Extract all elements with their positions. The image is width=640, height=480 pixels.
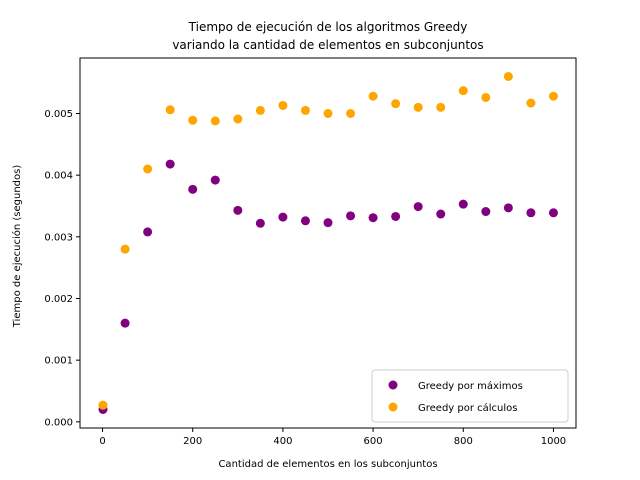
data-point [481,207,491,217]
data-point [526,208,536,218]
data-point [368,91,378,101]
data-point [165,159,175,169]
data-point [346,109,356,118]
x-tick-label: 800 [454,436,473,447]
data-point [210,175,220,185]
data-point [458,199,468,209]
data-point [233,114,243,124]
data-point [233,205,243,215]
y-axis-ticks: 0.000 0.001 0.002 0.003 0.004 0.005 [44,109,80,428]
y-tick-label: 0.002 [44,294,73,305]
legend-box [371,369,569,423]
data-point [255,218,265,228]
plot-area [79,57,577,429]
data-point [278,100,288,110]
x-tick-label: 200 [183,436,202,447]
data-point [413,202,423,212]
data-point [391,211,401,221]
data-point [481,92,491,102]
x-tick-label: 1000 [541,436,566,447]
series-calculos [98,72,558,410]
data-point [391,99,401,109]
data-point [323,109,333,118]
data-point [278,212,288,222]
y-tick-label: 0.000 [44,417,73,428]
y-axis-label: Tiempo de ejecución (segundos) [11,165,23,329]
data-point [346,211,356,221]
data-point [210,116,220,126]
data-point [165,105,175,115]
data-point [368,213,378,223]
data-point [436,209,446,219]
y-tick-label: 0.001 [44,356,73,367]
y-tick-label: 0.005 [44,109,73,120]
data-point [526,98,536,108]
data-point [300,216,310,226]
data-point [120,244,130,254]
x-tick-label: 0 [99,436,105,447]
data-point [458,86,468,96]
data-point [548,91,558,101]
data-point [436,102,446,112]
data-point [548,208,558,218]
data-point [120,318,130,328]
data-point [413,102,423,112]
x-tick-label: 600 [364,436,383,447]
legend-marker-calculos [388,402,398,412]
data-point [188,184,198,194]
y-tick-label: 0.004 [44,171,73,182]
series-maximos [98,159,558,414]
x-tick-label: 400 [273,436,292,447]
plot-frame [79,57,577,429]
data-point [143,227,153,237]
x-axis-label: Cantidad de elementos en los subconjunto… [218,459,437,470]
data-point [255,105,265,115]
data-point [503,203,513,213]
chart-title: Tiempo de ejecución de los algoritmos Gr… [188,20,468,34]
data-point [98,400,108,410]
data-point [323,218,333,228]
y-tick-label: 0.003 [44,232,73,243]
data-point [300,105,310,115]
data-point [503,72,513,81]
chart-subtitle: variando la cantidad de elementos en sub… [172,38,483,52]
x-axis-ticks: 0 200 400 600 800 1000 [99,428,566,447]
data-point [188,115,198,125]
legend-label-calculos: Greedy por cálculos [418,402,518,414]
legend-marker-maximos [388,380,398,390]
legend: Greedy por máximos Greedy por cálculos [371,369,569,423]
data-point [143,164,153,174]
data-points [98,72,558,414]
legend-label-maximos: Greedy por máximos [418,380,523,392]
